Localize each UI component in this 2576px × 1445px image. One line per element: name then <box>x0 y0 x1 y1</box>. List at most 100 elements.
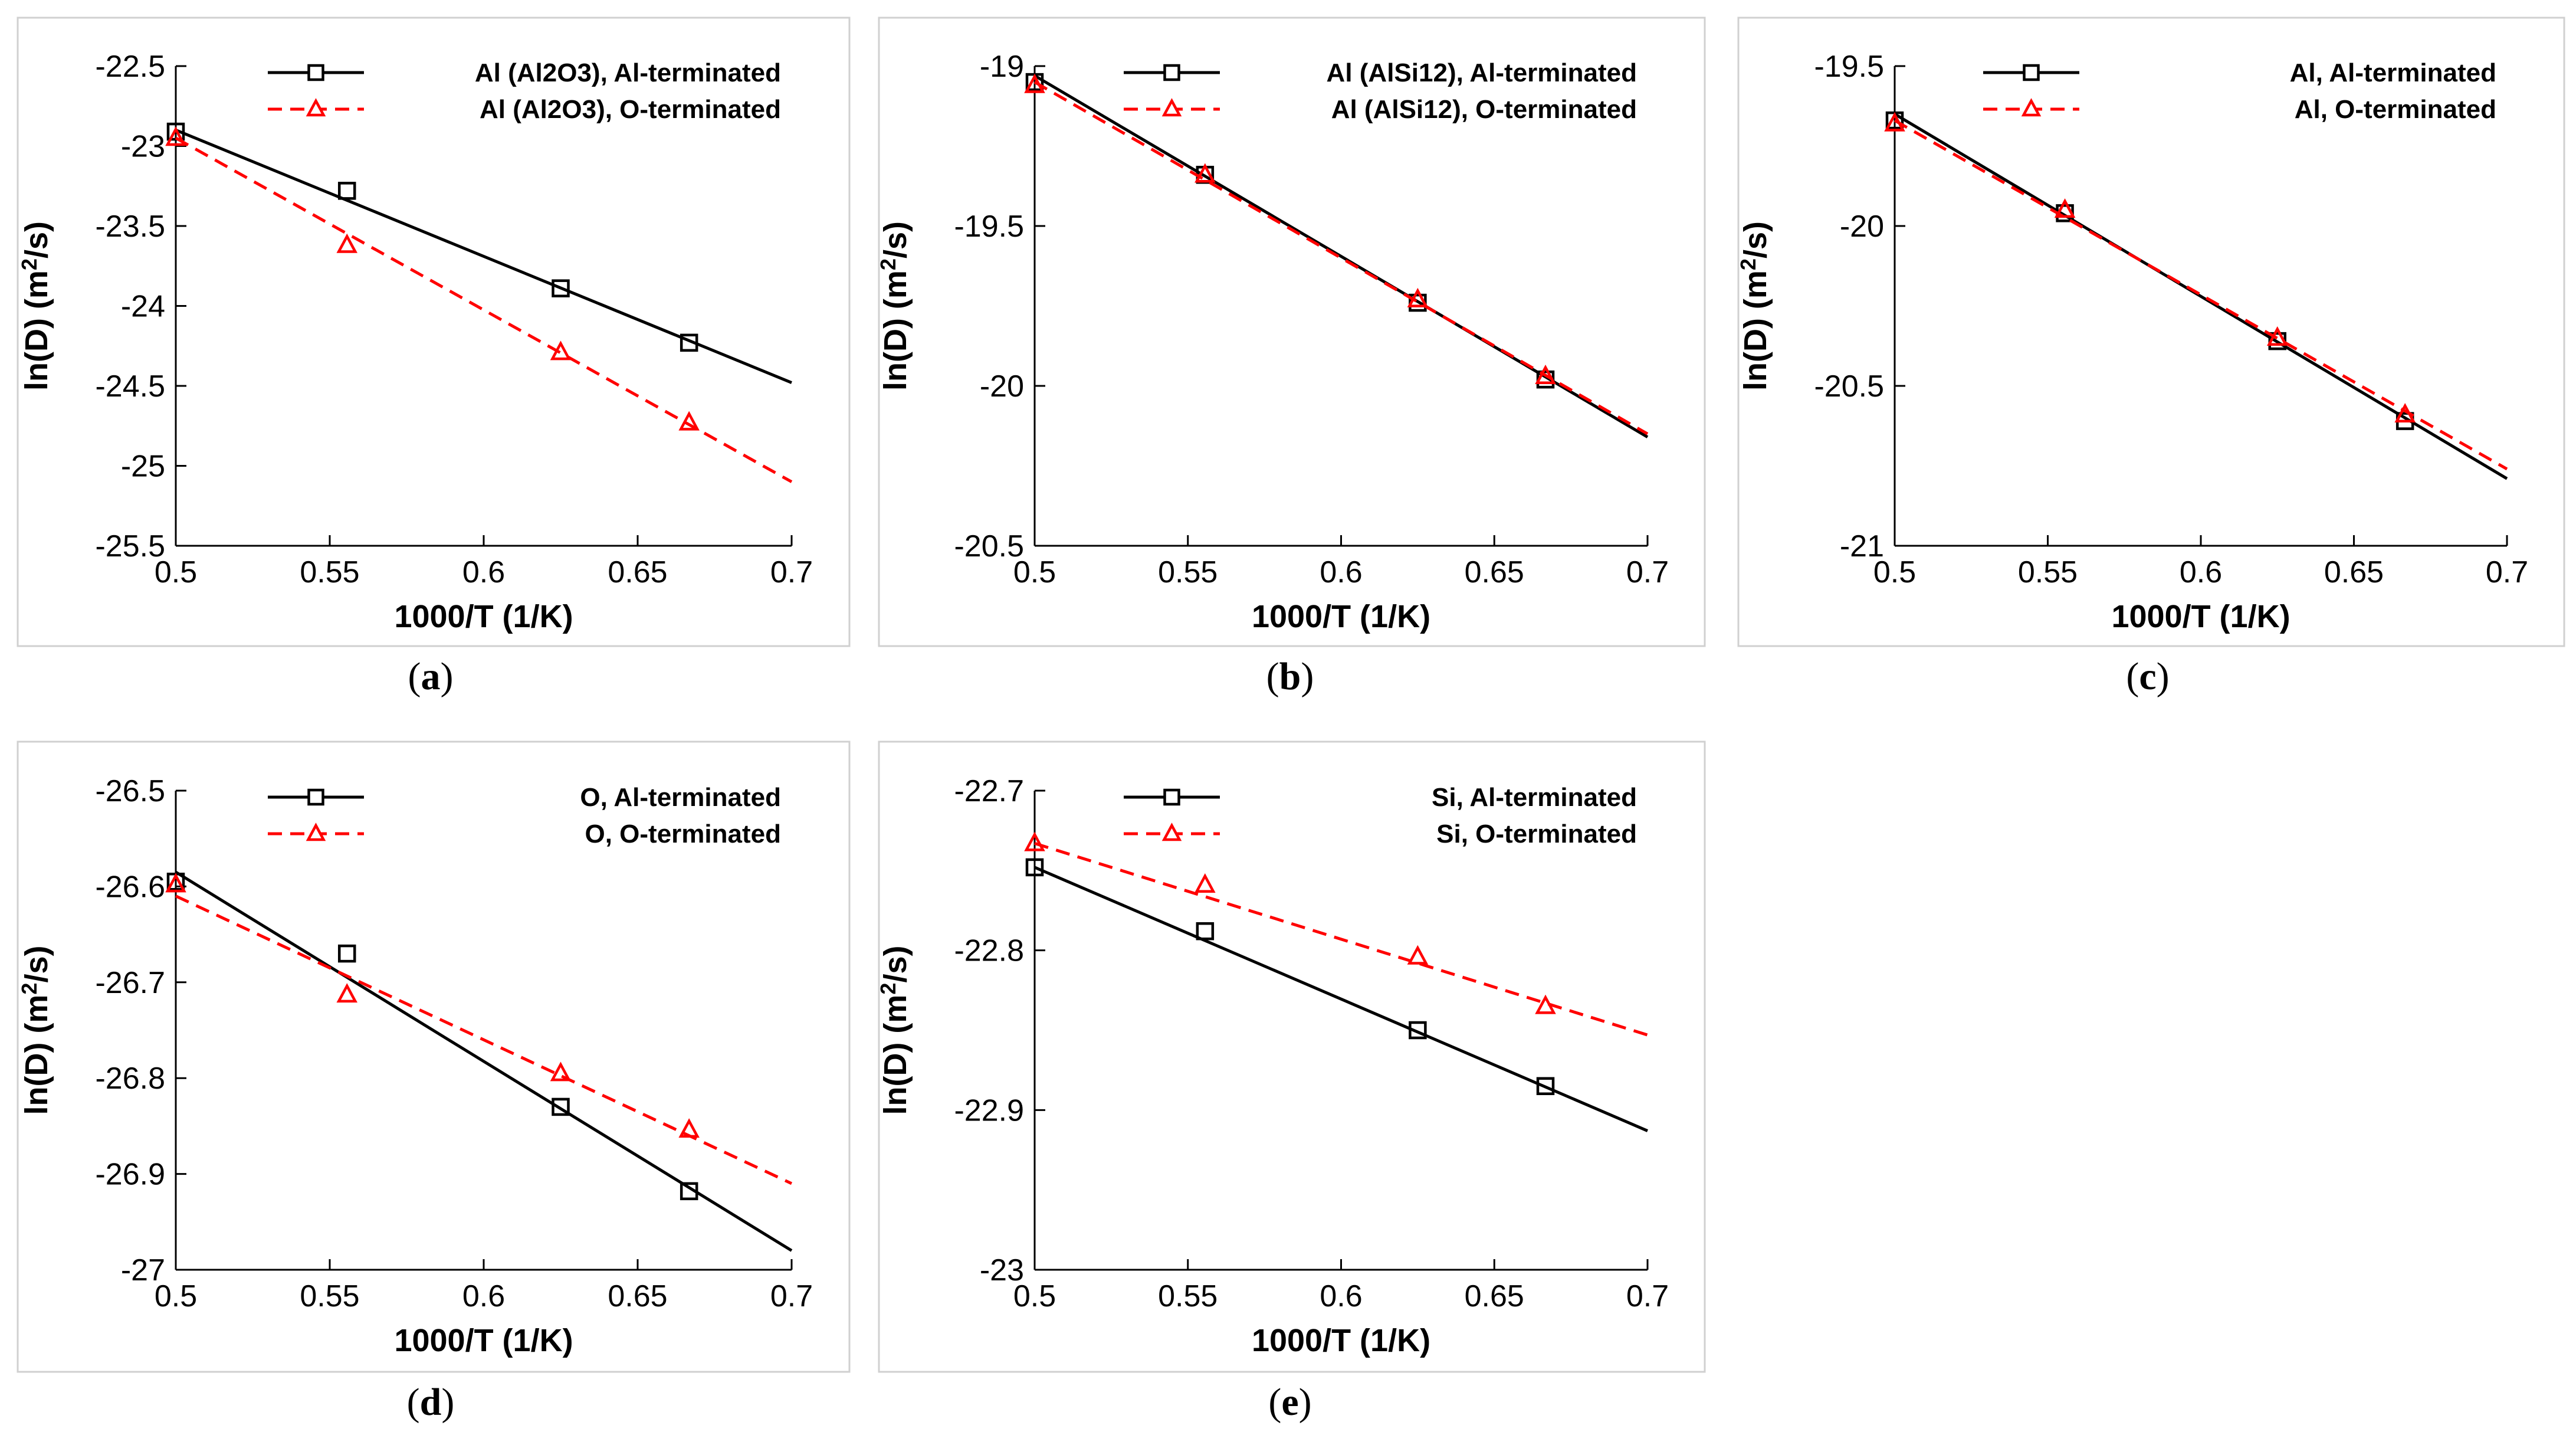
y-axis-title-part: ln(D) (m <box>878 995 913 1115</box>
x-tick-label: 0.7 <box>2486 555 2528 589</box>
y-tick-label: -24.5 <box>95 369 165 404</box>
x-tick-label: 0.7 <box>1626 555 1669 589</box>
y-axis-title-part: /s) <box>878 945 913 982</box>
x-tick-label: 0.5 <box>155 555 197 589</box>
y-axis-title-part: ln(D) (m <box>878 270 913 391</box>
panel-label: (d) <box>407 1381 455 1424</box>
series-2-point <box>2394 403 2416 423</box>
series-2-point <box>1407 945 1429 965</box>
legend-marker <box>1161 823 1182 841</box>
y-axis-title-part: /s) <box>1738 221 1773 258</box>
panel-frame <box>17 17 851 647</box>
panel-label-paren: ( <box>408 655 421 698</box>
panel-frame <box>1737 17 2565 647</box>
x-tick-label: 0.55 <box>1158 555 1218 589</box>
series-1-point <box>1409 1021 1427 1040</box>
y-axis-title-part: /s) <box>19 221 54 258</box>
series-2-point <box>1407 287 1429 307</box>
legend-marker <box>2023 64 2040 81</box>
legend-label: Al (Al2O3), Al-terminated <box>475 58 781 87</box>
series-2-point <box>1195 873 1216 893</box>
x-tick-label: 0.6 <box>462 555 505 589</box>
series-1-point <box>1196 922 1215 941</box>
panel-label-paren: ) <box>441 655 454 698</box>
panel-frame <box>878 17 1706 647</box>
series-2-point <box>1024 831 1045 851</box>
panel-label-paren: ) <box>441 1381 454 1424</box>
x-tick-label: 0.7 <box>770 555 813 589</box>
y-tick-label: -20 <box>980 369 1024 404</box>
series-1-point <box>1025 858 1044 877</box>
series-2-point <box>550 1061 572 1082</box>
y-tick-label: -26.8 <box>95 1061 165 1096</box>
series-1-fit-line <box>175 870 793 1252</box>
series-2-point <box>1535 994 1556 1014</box>
y-tick-label: -20.5 <box>1814 369 1884 404</box>
legend-label: Si, Al-terminated <box>1432 783 1637 812</box>
panel-label-paren: ) <box>1299 1381 1312 1424</box>
series-2-fit-line <box>175 894 793 1185</box>
legend-label: Al, Al-terminated <box>2290 58 2496 87</box>
legend-label: Al (Al2O3), O-terminated <box>480 95 781 124</box>
panel-frame <box>878 740 1706 1373</box>
y-axis-title-superscript: 2 <box>876 258 900 270</box>
panel-label: (c) <box>2126 655 2169 698</box>
y-tick-label: -26.5 <box>95 774 165 808</box>
y-tick-label: -23 <box>121 130 165 164</box>
y-axis-title: ln(D) (m2/s) <box>17 221 54 391</box>
panel-label-letter: d <box>420 1381 442 1424</box>
y-tick-label: -26.9 <box>95 1158 165 1192</box>
x-tick-label: 0.65 <box>1465 1279 1524 1313</box>
y-axis-title-part: /s) <box>878 221 913 258</box>
x-tick-label: 0.65 <box>2324 555 2384 589</box>
series-1-point <box>337 182 356 200</box>
y-tick-label: -21 <box>1840 529 1884 563</box>
x-axis-title: 1000/T (1/K) <box>1252 1323 1430 1358</box>
x-tick-label: 0.55 <box>300 1279 359 1313</box>
x-tick-label: 0.5 <box>155 1279 197 1313</box>
series-1-fit-line <box>1033 74 1649 438</box>
panel-label-paren: ) <box>2157 655 2170 698</box>
series-2-point <box>336 233 357 253</box>
y-tick-label: -23.5 <box>95 209 165 244</box>
legend-label: O, Al-terminated <box>580 783 781 812</box>
x-tick-label: 0.6 <box>1320 1279 1362 1313</box>
legend-label: Al (AlSi12), O-terminated <box>1331 95 1637 124</box>
series-2-point <box>1024 73 1045 93</box>
x-tick-label: 0.5 <box>1013 1279 1056 1313</box>
series-2-fit-line <box>1894 119 2508 471</box>
series-2-fit-line <box>1034 841 1648 1037</box>
series-1-point <box>680 1182 698 1201</box>
legend-marker <box>307 64 324 81</box>
y-axis-title: ln(D) (m2/s) <box>876 221 913 391</box>
y-axis-title-superscript: 2 <box>17 258 41 270</box>
panel-label-letter: b <box>1279 655 1301 698</box>
panel-label: (a) <box>408 655 454 698</box>
x-tick-label: 0.7 <box>770 1279 813 1313</box>
x-axis-title: 1000/T (1/K) <box>1252 599 1430 634</box>
y-axis-title-superscript: 2 <box>17 983 41 995</box>
series-2-point <box>678 411 700 431</box>
x-tick-label: 0.65 <box>1465 555 1524 589</box>
series-1-point <box>552 279 570 297</box>
x-tick-label: 0.6 <box>1320 555 1362 589</box>
series-2-point <box>678 1118 700 1138</box>
y-axis-title-part: ln(D) (m <box>19 270 54 391</box>
y-axis-title: ln(D) (m2/s) <box>1736 221 1773 391</box>
y-axis-title: ln(D) (m2/s) <box>876 945 913 1115</box>
legend-marker <box>1161 98 1182 117</box>
series-2-point <box>165 126 186 146</box>
y-axis-title-superscript: 2 <box>1736 258 1760 270</box>
series-2-point <box>336 983 357 1003</box>
y-axis-title-part: /s) <box>19 945 54 982</box>
y-tick-label: -26.6 <box>95 870 165 904</box>
y-tick-label: -25 <box>121 450 165 484</box>
y-axis-title: ln(D) (m2/s) <box>17 945 54 1115</box>
x-axis-title: 1000/T (1/K) <box>2111 599 2290 634</box>
legend-marker <box>1163 788 1180 806</box>
x-tick-label: 0.6 <box>462 1279 505 1313</box>
y-axis-title-superscript: 2 <box>876 983 900 995</box>
series-2-point <box>165 873 186 893</box>
y-tick-label: -20.5 <box>954 529 1024 563</box>
x-tick-label: 0.6 <box>2180 555 2222 589</box>
